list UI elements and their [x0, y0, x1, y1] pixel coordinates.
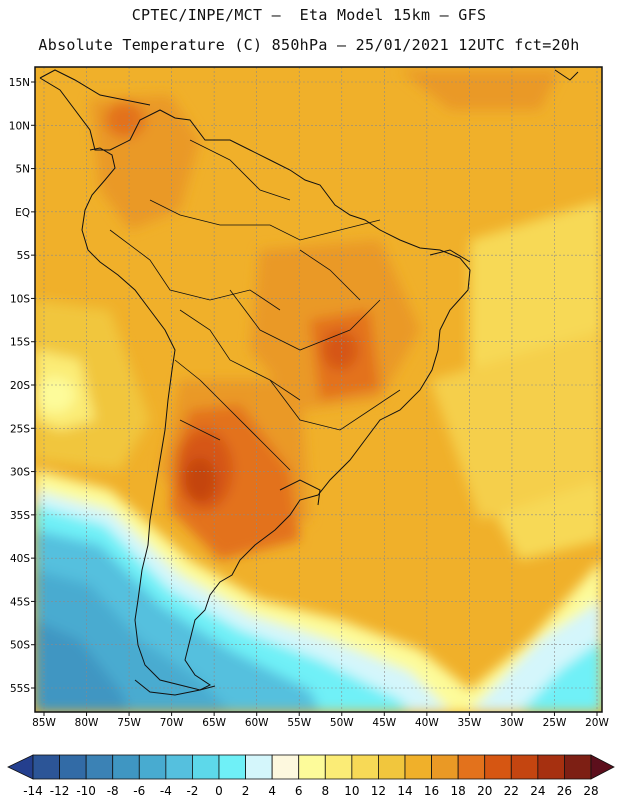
- lon-label: 45W: [372, 717, 396, 729]
- colorbar-label: -10: [76, 784, 96, 798]
- colorbar-label: -6: [133, 784, 145, 798]
- lat-label: 15N: [9, 77, 30, 89]
- colorbar-swatch: [271, 754, 300, 780]
- colorbar-swatch: [192, 754, 220, 780]
- lat-label: EQ: [15, 207, 30, 219]
- colorbar-swatch: [537, 754, 565, 780]
- colorbar-swatch: [404, 754, 432, 780]
- colorbar-swatch: [32, 754, 60, 780]
- lon-label: 35W: [458, 717, 482, 729]
- lat-label: 20S: [10, 380, 30, 392]
- lat-label: 5S: [17, 250, 31, 262]
- coastline: [39, 69, 579, 696]
- colorbar-swatch: [510, 754, 539, 780]
- colorbar: [7, 754, 615, 780]
- colorbar-swatch: [378, 754, 406, 780]
- colorbar-swatch: [457, 754, 486, 780]
- map-subtitle: Absolute Temperature (C) 850hPa – 25/01/…: [38, 36, 580, 54]
- temperature-field: [35, 67, 602, 712]
- colorbar-swatch: [85, 754, 114, 780]
- colorbar-swatch: [298, 754, 326, 780]
- colorbar-label: 10: [344, 784, 359, 798]
- colorbar-label: 28: [583, 784, 598, 798]
- colorbar-label: 24: [530, 784, 545, 798]
- colorbar-labels: -14 -12 -10 -8 -6 -4 -2 0 2 4 6 8 10 12 14 16 18 20 22 24 26…: [23, 784, 598, 798]
- lon-label: 55W: [287, 717, 311, 729]
- colorbar-label: 2: [242, 784, 250, 798]
- colorbar-swatch: [112, 754, 140, 780]
- colorbar-label: 16: [424, 784, 439, 798]
- colorbar-high-arrow: [590, 754, 615, 780]
- lat-label: 10S: [10, 293, 30, 305]
- colorbar-low-arrow: [7, 754, 34, 780]
- lon-label: 20W: [585, 717, 609, 729]
- colorbar-label: 20: [477, 784, 492, 798]
- lat-label: 35S: [10, 510, 30, 522]
- colorbar-label: 14: [397, 784, 412, 798]
- graticule: [35, 67, 602, 712]
- lon-label: 50W: [330, 717, 354, 729]
- lon-label: 70W: [160, 717, 184, 729]
- lon-label: 60W: [245, 717, 269, 729]
- lon-label: 65W: [202, 717, 226, 729]
- lat-label: 45S: [10, 596, 30, 608]
- map-title: CPTEC/INPE/MCT – Eta Model 15km – GFS: [131, 6, 487, 24]
- colorbar-swatch: [484, 754, 512, 780]
- lon-label: 80W: [75, 717, 99, 729]
- colorbar-label: 26: [557, 784, 572, 798]
- colorbar-label: -2: [186, 784, 198, 798]
- lat-label: 5N: [15, 164, 30, 176]
- lat-label: 55S: [10, 683, 30, 695]
- colorbar-label: -14: [23, 784, 43, 798]
- colorbar-label: 22: [504, 784, 519, 798]
- colorbar-label: 8: [321, 784, 329, 798]
- colorbar-swatch: [218, 754, 246, 780]
- colorbar-swatch: [324, 754, 353, 780]
- colorbar-swatch: [138, 754, 167, 780]
- colorbar-label: 6: [295, 784, 303, 798]
- lat-label: 10N: [9, 120, 30, 132]
- lat-label: 50S: [10, 640, 30, 652]
- colorbar-label: -4: [160, 784, 172, 798]
- colorbar-label: -12: [50, 784, 70, 798]
- lon-label: 40W: [415, 717, 439, 729]
- lat-label: 25S: [10, 423, 30, 435]
- colorbar-label: 12: [371, 784, 386, 798]
- colorbar-swatch: [431, 754, 459, 780]
- colorbar-label: 0: [215, 784, 223, 798]
- colorbar-swatch: [351, 754, 379, 780]
- lon-label: 85W: [32, 717, 56, 729]
- colorbar-swatch: [165, 754, 193, 780]
- lat-label: 40S: [10, 553, 30, 565]
- longitude-labels: 85W 80W 75W 70W 65W 60W 55W 50W 45W 40W 35W 30W 25W 2…: [32, 712, 609, 729]
- lat-label: 15S: [10, 337, 30, 349]
- country-borders: [109, 139, 401, 471]
- lon-label: 30W: [500, 717, 524, 729]
- colorbar-swatch: [245, 754, 273, 780]
- colorbar-label: -8: [107, 784, 119, 798]
- map-frame: [34, 66, 603, 713]
- colorbar-label: 18: [451, 784, 466, 798]
- colorbar-label: 4: [268, 784, 276, 798]
- lon-label: 25W: [543, 717, 567, 729]
- lon-label: 75W: [117, 717, 141, 729]
- colorbar-swatch: [59, 754, 87, 780]
- colorbar-swatch: [564, 754, 592, 780]
- latitude-labels: 15N 10N 5N EQ 5S 10S 15S 20S 25S 30S 35S 40S 45S 50S 5…: [9, 77, 35, 695]
- lat-label: 30S: [10, 467, 30, 479]
